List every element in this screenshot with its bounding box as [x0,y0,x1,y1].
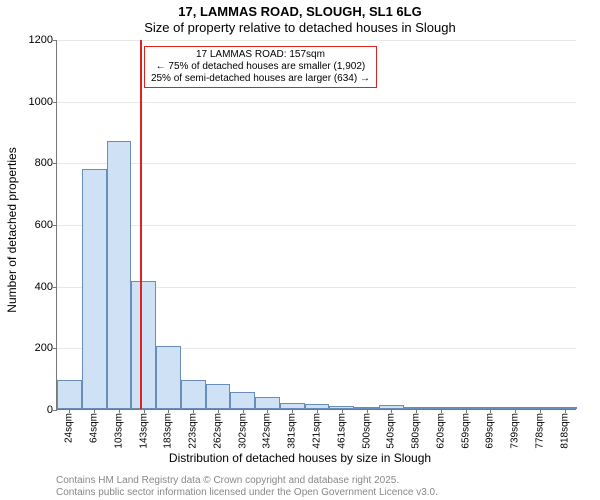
xtick-label: 699sqm [485,413,496,449]
xtick [317,409,318,413]
xtick-label: 620sqm [435,413,446,449]
xtick [441,409,442,413]
xtick [416,409,417,413]
gridline [57,102,576,103]
gridline [57,163,576,164]
footer-line-1: Contains HM Land Registry data © Crown c… [56,475,399,486]
xtick-label: 223sqm [188,413,199,449]
xtick-label: 778sqm [534,413,545,449]
histogram-bar [57,380,82,409]
histogram-bar [131,281,156,409]
xtick [168,409,169,413]
ytick-label: 400 [35,281,53,293]
callout-box: 17 LAMMAS ROAD: 157sqm← 75% of detached … [144,46,377,88]
xtick [466,409,467,413]
xtick-label: 262sqm [212,413,223,449]
callout-line-3: 25% of semi-detached houses are larger (… [151,73,370,85]
callout-line-1: 17 LAMMAS ROAD: 157sqm [151,49,370,61]
xtick-label: 183sqm [163,413,174,449]
histogram-bar [156,346,181,409]
ytick [53,40,57,41]
xtick [565,409,566,413]
xtick [515,409,516,413]
xtick [342,409,343,413]
ytick-label: 0 [47,404,53,416]
ytick [53,225,57,226]
ytick-label: 1000 [29,96,53,108]
xtick-label: 461sqm [336,413,347,449]
histogram-bar [206,384,231,409]
xtick-label: 500sqm [361,413,372,449]
xtick-label: 381sqm [287,413,298,449]
xtick [243,409,244,413]
xtick [391,409,392,413]
histogram-bar [255,397,280,409]
gridline [57,40,576,41]
xtick-label: 421sqm [312,413,323,449]
histogram-plot: 02004006008001000120024sqm64sqm103sqm143… [56,40,576,410]
histogram-bar [107,141,132,409]
xtick-label: 143sqm [138,413,149,449]
xtick [540,409,541,413]
x-axis-label: Distribution of detached houses by size … [0,451,600,465]
histogram-bar [181,380,206,409]
histogram-bar [82,169,107,410]
xtick-label: 302sqm [237,413,248,449]
xtick [367,409,368,413]
xtick [292,409,293,413]
xtick [193,409,194,413]
xtick [490,409,491,413]
xtick [94,409,95,413]
footer-line-2: Contains public sector information licen… [56,487,438,498]
xtick-label: 659sqm [460,413,471,449]
y-axis-label: Number of detached properties [5,147,19,312]
ytick [53,102,57,103]
xtick-label: 580sqm [411,413,422,449]
xtick [267,409,268,413]
xtick [69,409,70,413]
xtick [144,409,145,413]
xtick [119,409,120,413]
ytick [53,410,57,411]
ytick [53,163,57,164]
page-title: 17, LAMMAS ROAD, SLOUGH, SL1 6LG [0,4,600,19]
reference-line [140,40,142,409]
ytick [53,348,57,349]
ytick [53,287,57,288]
xtick-label: 342sqm [262,413,273,449]
xtick-label: 739sqm [510,413,521,449]
xtick-label: 64sqm [89,413,100,443]
xtick-label: 103sqm [113,413,124,449]
xtick-label: 24sqm [64,413,75,443]
ytick-label: 800 [35,157,53,169]
page-subtitle: Size of property relative to detached ho… [0,20,600,35]
ytick-label: 200 [35,342,53,354]
ytick-label: 600 [35,219,53,231]
xtick [218,409,219,413]
histogram-bar [230,392,255,409]
callout-line-2: ← 75% of detached houses are smaller (1,… [151,61,370,73]
xtick-label: 818sqm [559,413,570,449]
gridline [57,225,576,226]
ytick-label: 1200 [29,34,53,46]
xtick-label: 540sqm [386,413,397,449]
